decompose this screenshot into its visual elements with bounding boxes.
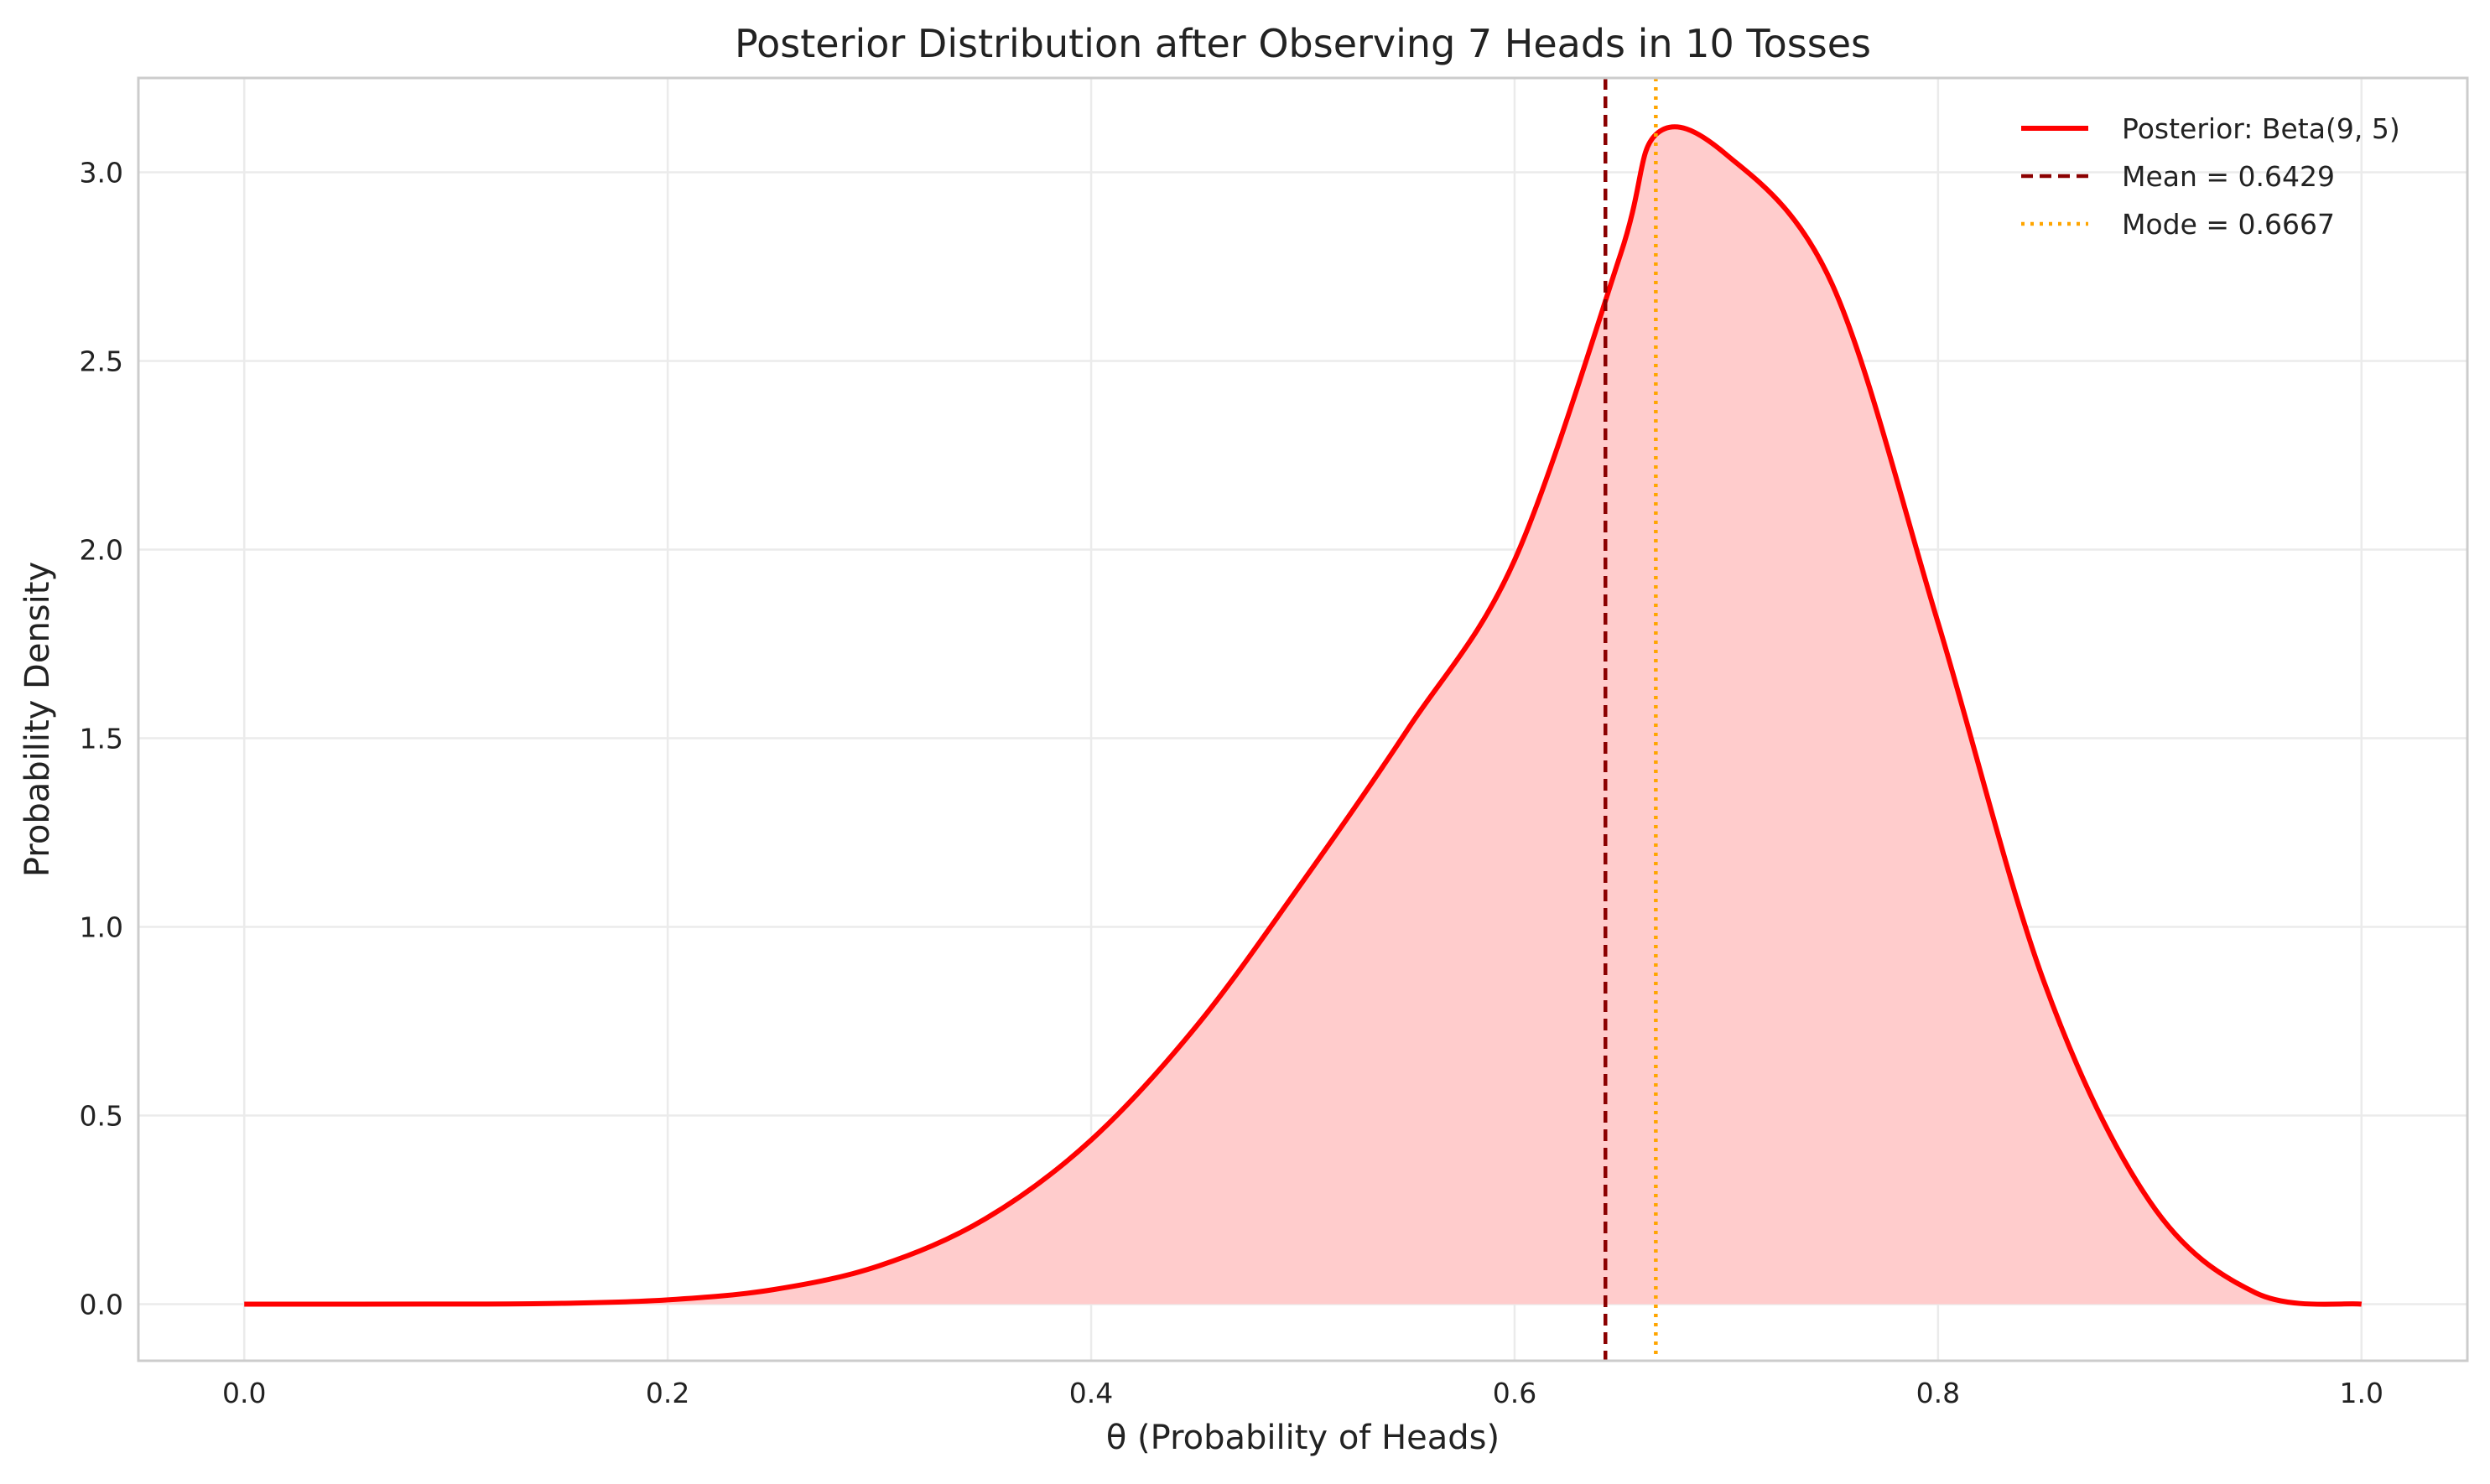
- y-tick-label: 0.5: [80, 1100, 123, 1133]
- legend-label-mode: Mode = 0.6667: [2122, 208, 2335, 241]
- x-axis-label: θ (Probability of Heads): [1106, 1419, 1500, 1457]
- legend-label-posterior: Posterior: Beta(9, 5): [2122, 112, 2400, 145]
- y-tick-label: 0.0: [80, 1289, 123, 1321]
- legend-label-mean: Mean = 0.6429: [2122, 160, 2335, 193]
- y-tick-label: 1.0: [80, 911, 123, 944]
- y-tick-label: 2.5: [80, 345, 123, 378]
- posterior-density-line: [244, 124, 2363, 1307]
- y-tick-label: 2.0: [80, 534, 123, 567]
- x-tick-label: 0.4: [1069, 1377, 1113, 1409]
- x-tick-label: 0.2: [646, 1377, 689, 1409]
- posterior-area-fill: [244, 127, 2362, 1305]
- x-tick-label: 0.6: [1493, 1377, 1536, 1409]
- chart-title: Posterior Distribution after Observing 7…: [735, 21, 1871, 66]
- plot-frame: [137, 76, 2469, 1362]
- y-axis-label: Probability Density: [18, 562, 57, 877]
- y-tick-label: 1.5: [80, 723, 123, 755]
- x-tick-label: 1.0: [2340, 1377, 2383, 1409]
- legend: Posterior: Beta(9, 5) Mean = 0.6429 Mode…: [2021, 112, 2400, 241]
- x-tick-label: 0.0: [222, 1377, 266, 1409]
- y-tick-label: 3.0: [80, 157, 123, 189]
- x-tick-label: 0.8: [1916, 1377, 1960, 1409]
